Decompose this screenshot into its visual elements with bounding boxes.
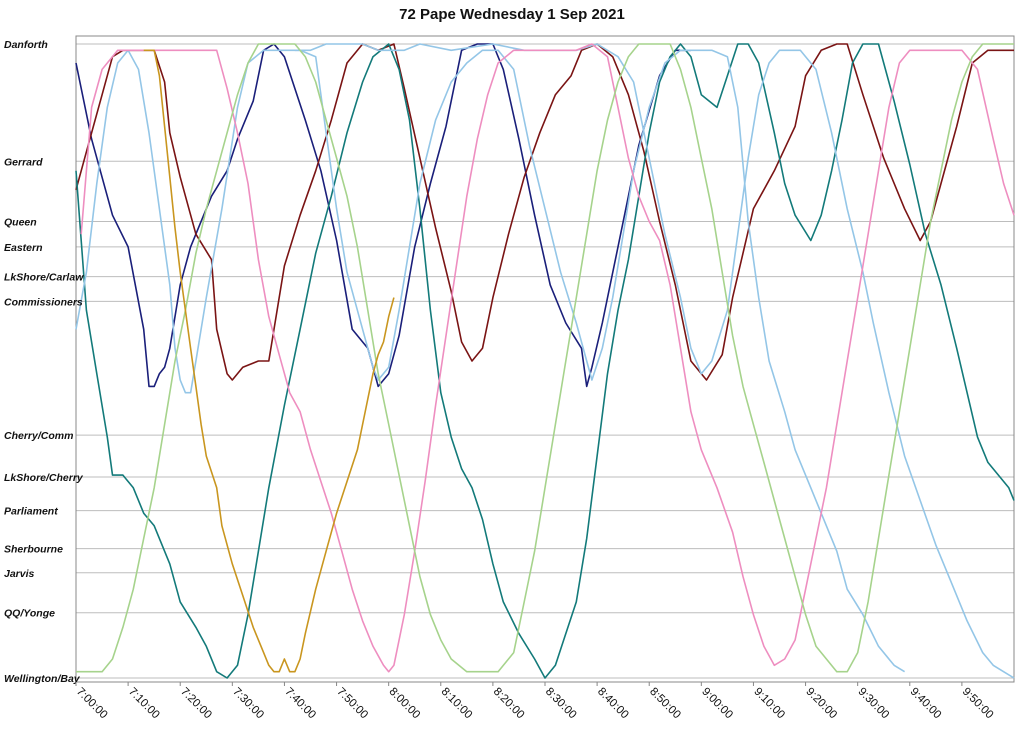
x-tick-label: 9:10:00 [751,686,787,722]
stop-label: LkShore/Carlaw [4,272,84,284]
x-tick-label: 8:30:00 [543,686,579,722]
stop-label: Sherbourne [4,544,63,556]
series-line-4 [294,43,1015,679]
x-tick-label: 9:30:00 [856,686,892,722]
stop-label: LkShore/Cherry [4,472,84,484]
x-tick-label: 9:50:00 [960,686,996,722]
stop-label: Parliament [4,506,58,518]
series-line-3 [75,49,906,673]
x-tick-label: 9:00:00 [699,686,735,722]
stop-label: Eastern [4,242,43,254]
x-tick-label: 7:00:00 [74,686,110,722]
series-line-5 [80,43,1015,673]
stop-label: Wellington/Bay [4,673,81,685]
x-tick-label: 7:50:00 [334,686,370,722]
series-line-6 [76,43,1014,673]
x-tick-label: 7:40:00 [282,686,318,722]
stop-label: Queen [4,217,37,229]
stop-label: QQ/Yonge [4,608,55,620]
series-line-7 [143,49,395,673]
x-tick-label: 8:00:00 [387,686,423,722]
grid-layer [76,43,1014,679]
series-layer [75,43,1015,679]
x-tick-label: 7:20:00 [178,686,214,722]
x-tick-label: 7:10:00 [126,686,162,722]
stop-label: Commissioners [4,296,83,308]
stop-labels: Danforth Gerrard Queen Eastern LkShore/Carla… [4,39,84,685]
x-tick-label: 7:30:00 [230,686,266,722]
stop-label: Gerrard [4,156,43,168]
series-line-2 [75,43,1015,679]
x-tick-label: 8:20:00 [491,686,527,722]
x-tick-label: 8:50:00 [647,686,683,722]
series-line-0 [75,43,691,388]
x-tick-label: 9:40:00 [908,686,944,722]
stop-label: Jarvis [4,568,35,580]
stop-label: Danforth [4,39,48,51]
x-tick-label: 8:40:00 [595,686,631,722]
series-line-1 [75,43,1014,381]
chart-title: 72 Pape Wednesday 1 Sep 2021 [399,6,625,23]
plot-frame [75,35,1015,683]
x-tick-label: 9:20:00 [803,686,839,722]
stop-label: Cherry/Comm [4,430,73,442]
x-tick-label: 8:10:00 [439,686,475,722]
x-tick-labels: 7:00:00 7:10:00 7:20:00 7:30:00 7:40:00 7:50:… [74,682,996,722]
